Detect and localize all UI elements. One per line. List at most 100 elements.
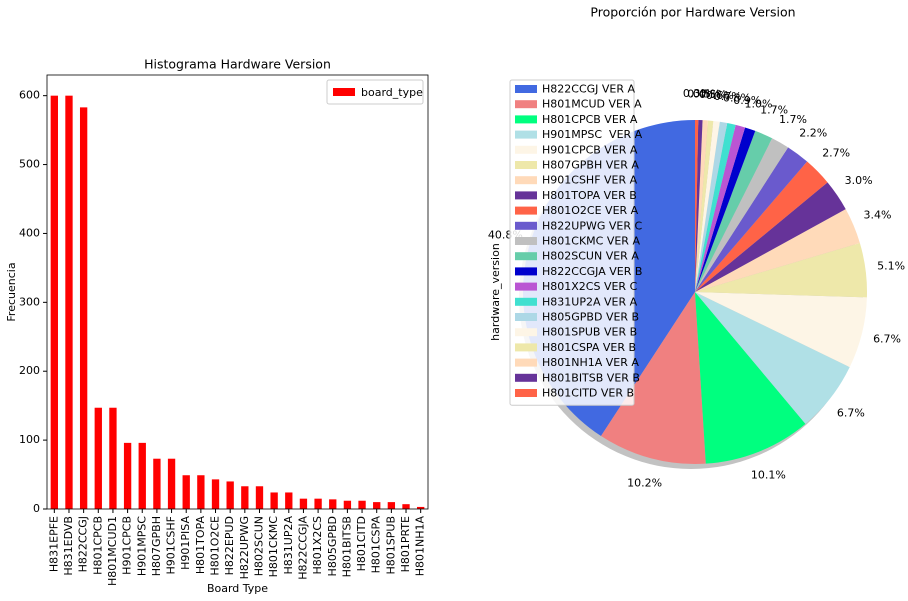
x-tick-label: H801CKMC xyxy=(267,516,280,578)
legend-label: H822CCGJA VER B xyxy=(542,265,642,278)
bar xyxy=(79,107,88,509)
y-axis-label: Frecuencia xyxy=(5,262,18,321)
slice-label: 0.6% xyxy=(706,89,734,102)
legend-swatch xyxy=(515,191,537,200)
bar xyxy=(94,407,102,509)
x-tick-label: H831EDVB xyxy=(62,516,75,576)
x-tick-label: H822EPUD xyxy=(223,516,236,575)
pie-slice xyxy=(695,292,850,424)
legend-label: board_type xyxy=(361,86,423,99)
legend-swatch xyxy=(333,88,355,96)
legend-swatch xyxy=(515,115,537,124)
pie-slice xyxy=(695,120,699,292)
x-tick-label: H901CPCB xyxy=(121,516,134,575)
slice-label: 0.7% xyxy=(714,90,742,103)
x-tick-label: H802SCUN xyxy=(252,516,265,576)
legend-swatch xyxy=(515,313,537,321)
pie-slice xyxy=(695,120,714,292)
legend-swatch xyxy=(515,373,537,382)
bar xyxy=(50,95,58,510)
pie-slice xyxy=(695,182,846,292)
y-tick-label: 0 xyxy=(33,502,40,515)
slice-label: 0.4% xyxy=(687,87,715,100)
legend-label: H801CKMC VER A xyxy=(542,235,640,248)
bar xyxy=(270,492,278,509)
bar xyxy=(241,486,249,509)
legend-label: H801BITSB VER B xyxy=(542,371,640,384)
bar xyxy=(153,458,161,509)
pie-slice xyxy=(695,124,746,293)
bar xyxy=(329,499,337,509)
x-tick-label: H801SPUB xyxy=(384,516,397,574)
legend-label: H801CPCB VER A xyxy=(542,113,638,126)
y-axis-label: hardware_version xyxy=(489,243,502,341)
x-tick-label: H901MPSC xyxy=(135,516,148,576)
legend-box xyxy=(509,79,635,406)
x-tick-label: H901CSHF xyxy=(165,516,178,575)
pie-slice xyxy=(601,292,706,464)
bar xyxy=(182,475,190,509)
x-tick-label: H822UPWG xyxy=(238,516,251,579)
legend-label: H801CITD VER B xyxy=(542,387,634,400)
bar xyxy=(387,502,396,509)
legend-swatch xyxy=(515,145,537,154)
slice-label: 0.3% xyxy=(683,87,711,100)
legend-swatch xyxy=(515,297,537,306)
x-tick-label: H822CCGJ xyxy=(77,516,90,572)
pie-slice xyxy=(695,292,806,464)
y-tick-label: 200 xyxy=(19,364,40,377)
x-tick-label: H807GPBH xyxy=(150,516,163,576)
legend-label: H805GPBD VER B xyxy=(542,311,639,324)
pie-slice xyxy=(695,120,703,293)
legend-label: H901MPSC VER A xyxy=(542,128,643,141)
legend-label: H901CSHF VER A xyxy=(542,174,638,187)
slice-label: 1.7% xyxy=(760,104,788,117)
legend-swatch xyxy=(515,221,537,230)
legend-label: H901CPCB VER A xyxy=(542,143,638,156)
x-tick-label: H801CITD xyxy=(355,516,368,571)
slice-label: 0.5% xyxy=(693,88,721,101)
legend-label: H822UPWG VER C xyxy=(542,219,642,232)
slice-label: 5.1% xyxy=(877,260,905,273)
bar xyxy=(211,479,220,509)
bar xyxy=(402,504,410,509)
y-tick-label: 300 xyxy=(19,295,40,308)
legend-label: H822CCGJ VER A xyxy=(542,83,636,96)
legend-swatch xyxy=(515,328,537,337)
x-tick-label: H901PISA xyxy=(179,516,192,570)
x-tick-label: H801NH1A xyxy=(414,516,427,577)
slice-label: 6.7% xyxy=(873,332,901,345)
bar xyxy=(65,95,73,510)
legend-swatch xyxy=(515,237,537,245)
slice-label: 3.4% xyxy=(864,209,892,222)
legend-label: H801CSPA VER B xyxy=(542,341,636,354)
x-tick-label: H805GPBD xyxy=(326,516,339,576)
legend-swatch xyxy=(515,343,537,352)
pie-slice xyxy=(695,130,773,292)
bar xyxy=(285,492,293,509)
slice-label: 0.9% xyxy=(733,94,761,107)
x-tick-label: H831EPFE xyxy=(47,516,60,572)
legend-label: H801NH1A VER A xyxy=(542,356,639,369)
slice-label: 10.1% xyxy=(751,469,786,482)
slice-label: 2.7% xyxy=(822,146,850,159)
pie-slice xyxy=(695,123,736,292)
pie-slice xyxy=(695,209,860,292)
x-tick-label: H801X2CS xyxy=(311,516,324,574)
x-tick-label: H801MCUD1 xyxy=(106,516,119,586)
legend-swatch xyxy=(515,100,537,109)
legend-label: H802SCUN VER A xyxy=(542,250,639,263)
bar xyxy=(226,481,234,509)
legend-label: H801X2CS VER C xyxy=(542,280,638,293)
pie-slice xyxy=(695,161,828,292)
slice-label: 0.8% xyxy=(723,92,751,105)
y-tick-label: 400 xyxy=(19,226,40,239)
slice-label: 1.7% xyxy=(779,113,807,126)
legend-label: H831UP2A VER A xyxy=(542,295,638,308)
pie-slice xyxy=(695,127,756,292)
bar xyxy=(358,500,366,509)
legend-label: H807GPBH VER A xyxy=(542,159,639,172)
legend-swatch xyxy=(515,161,537,169)
x-tick-label: H801CPCB xyxy=(91,516,104,575)
bar xyxy=(314,498,322,509)
